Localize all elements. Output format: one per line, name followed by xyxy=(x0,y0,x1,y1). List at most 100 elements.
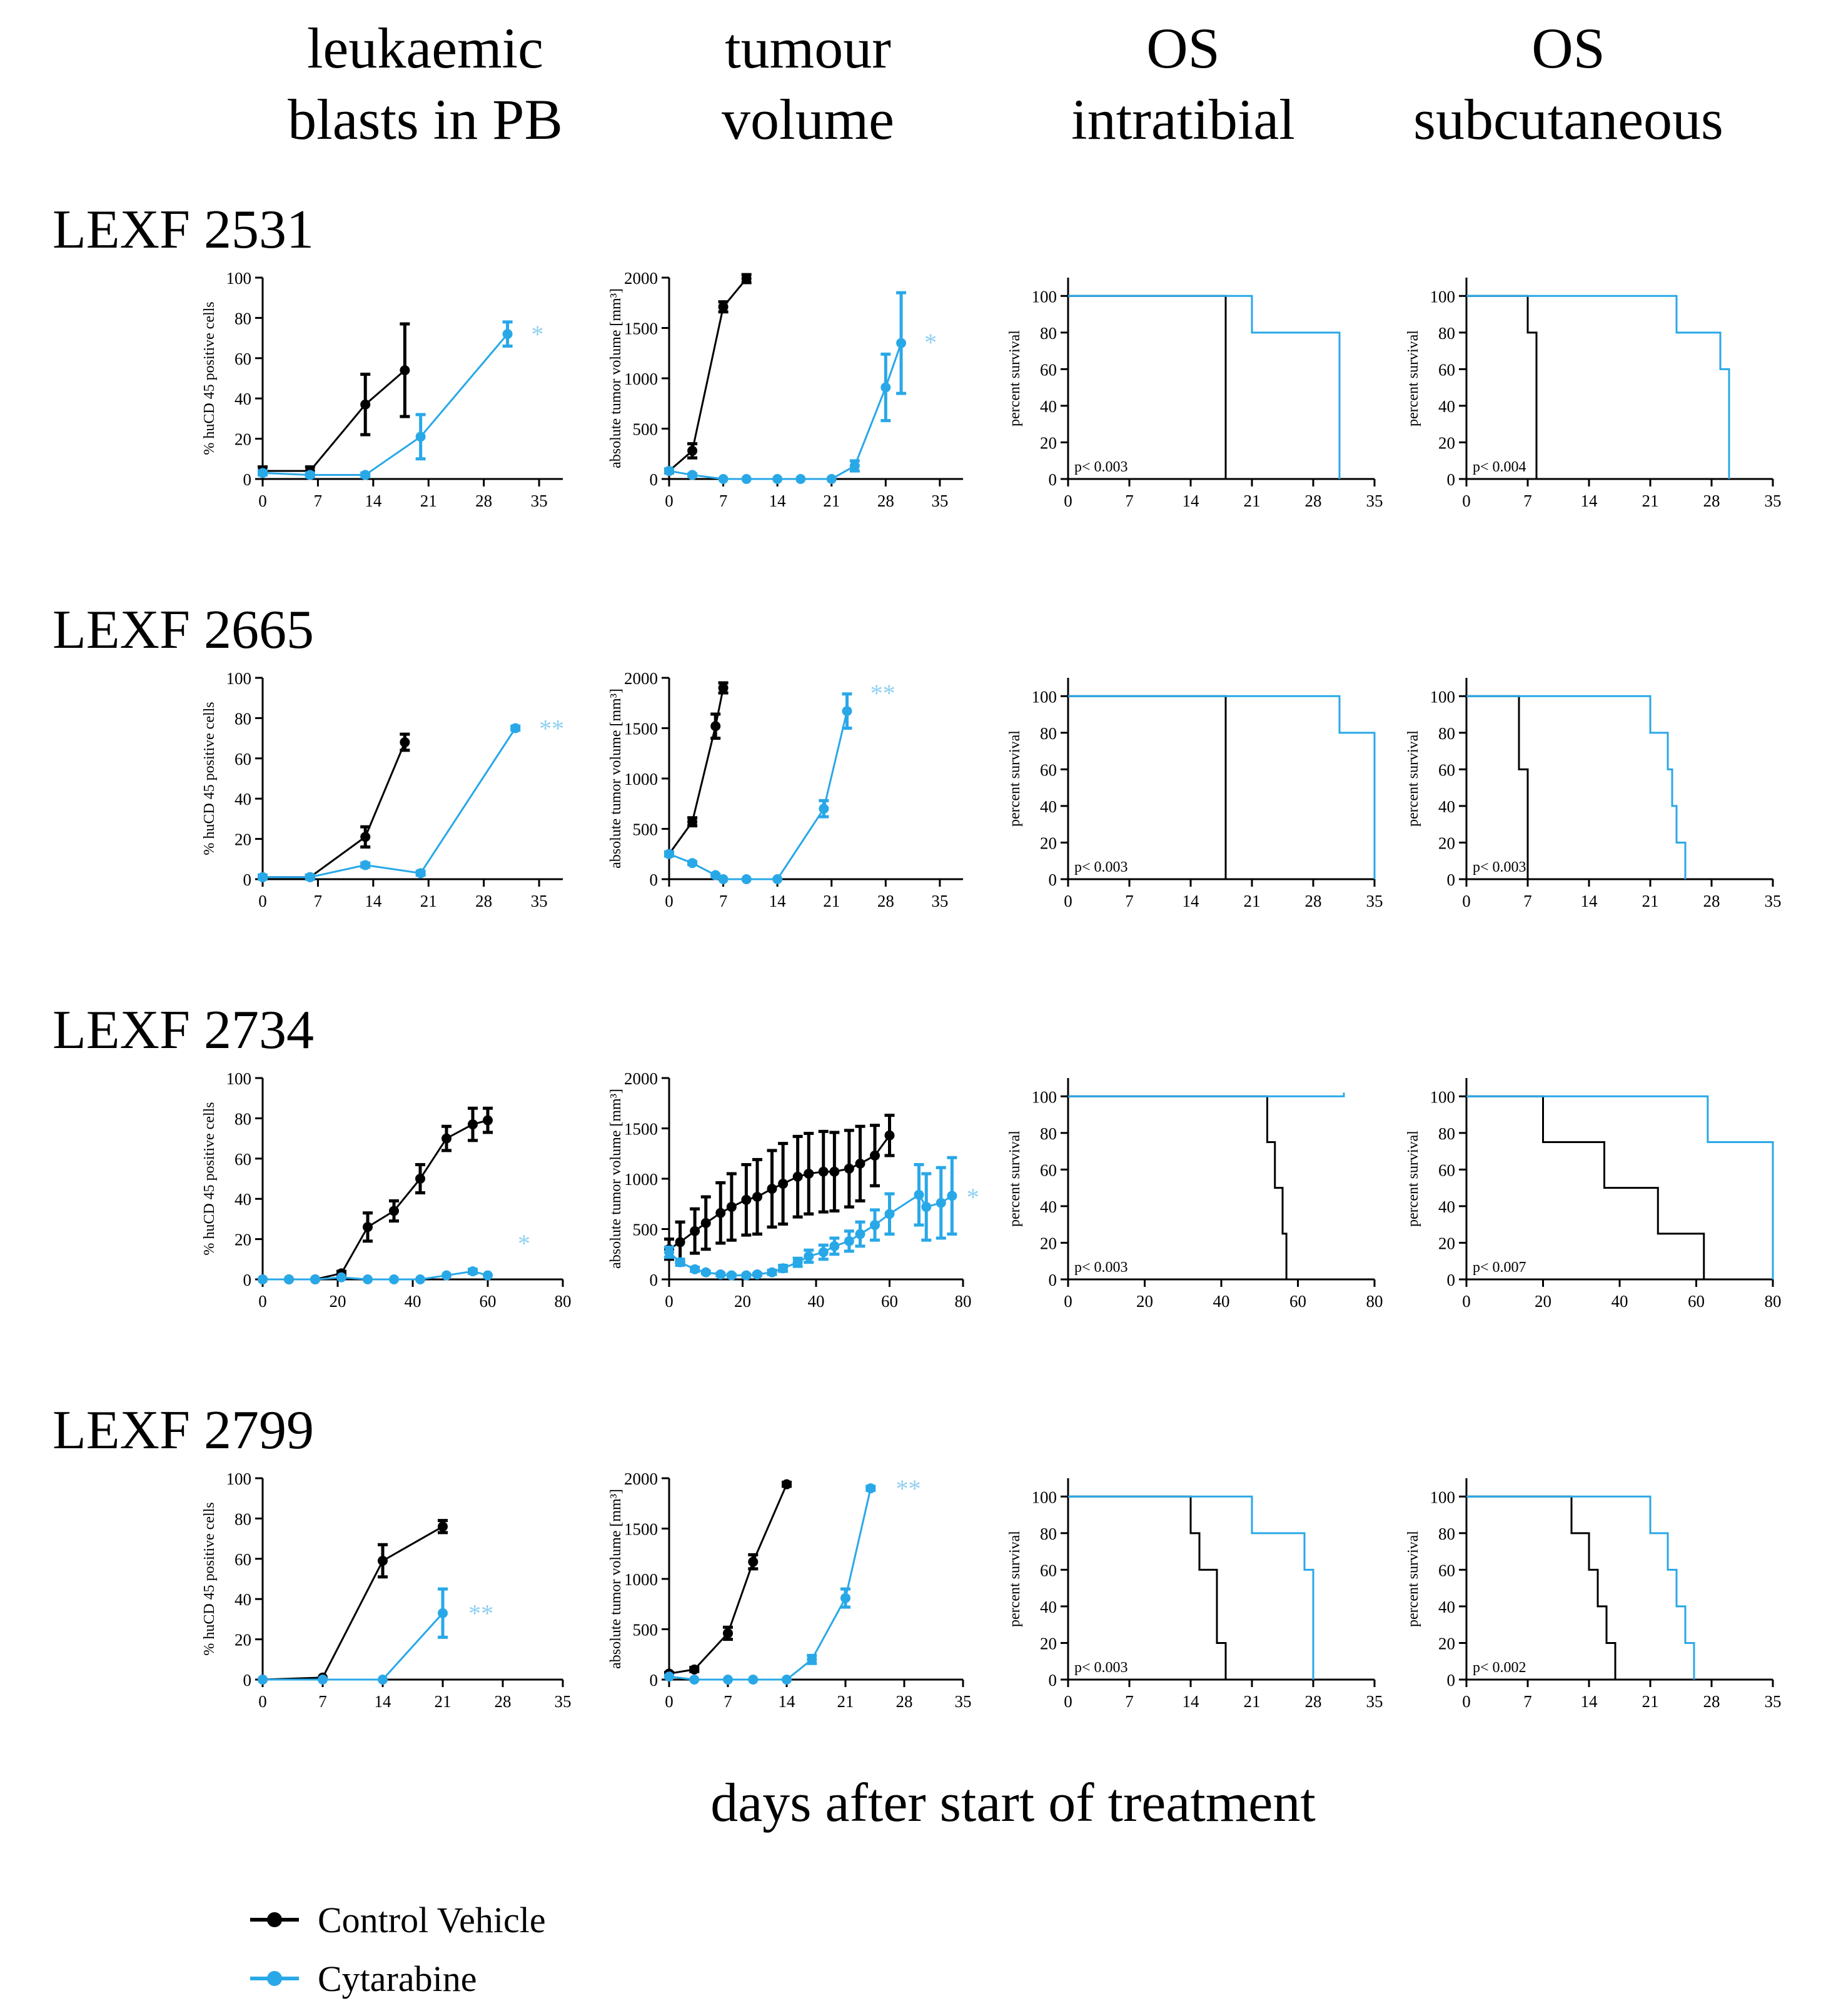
y-axis-label: absolute tumor volume [mm³] xyxy=(608,1489,624,1669)
y-tick-label: 2000 xyxy=(624,669,658,688)
column-header-3-line-1: OS xyxy=(1146,16,1220,80)
y-axis-label: percent survival xyxy=(1007,730,1023,827)
y-tick-label: 2000 xyxy=(624,1069,658,1088)
data-point xyxy=(700,1217,711,1228)
x-tick-label: 14 xyxy=(365,892,382,910)
series-line-cytarabine xyxy=(262,333,508,476)
y-axis-label: % huCD 45 positive cells xyxy=(201,1102,218,1255)
x-tick-label: 28 xyxy=(1703,892,1720,910)
data-point xyxy=(752,1191,762,1202)
x-tick-label: 28 xyxy=(1703,1692,1720,1711)
data-point xyxy=(675,1237,685,1247)
data-point xyxy=(438,1608,448,1618)
x-tick-label: 60 xyxy=(480,1292,497,1311)
panel-r1c1: 0 500 1000 1500 2000 0 7 14 21 28 35 absolute tumor… xyxy=(608,669,963,910)
series-line-control-vehicle xyxy=(668,687,725,855)
series-cytarabine xyxy=(1466,1095,1774,1279)
series-cytarabine xyxy=(1068,295,1341,479)
data-point xyxy=(258,468,268,478)
y-tick-label: 0 xyxy=(1049,1671,1057,1690)
y-tick-label: 40 xyxy=(235,390,251,408)
data-point xyxy=(752,1269,762,1279)
p-value: p< 0.002 xyxy=(1473,1660,1526,1676)
y-tick-label: 100 xyxy=(226,1469,252,1488)
survival-curve-control-vehicle xyxy=(1068,295,1227,479)
legend-marker-control xyxy=(267,1912,282,1927)
x-tick-label: 7 xyxy=(318,1692,327,1711)
row-label-1: LEXF 2531 xyxy=(53,199,314,260)
x-tick-label: 0 xyxy=(665,1292,673,1311)
panel-r3c0: 0 20 40 60 80 100 0 7 14 21 28 35 % huCD 45 positive… xyxy=(201,1469,572,1711)
x-tick-label: 0 xyxy=(665,1692,673,1711)
data-point xyxy=(360,470,371,480)
data-point xyxy=(718,683,729,693)
data-point xyxy=(772,874,783,884)
y-axis-label: percent survival xyxy=(1405,330,1421,426)
x-tick-label: 7 xyxy=(724,1692,732,1711)
y-tick-label: 0 xyxy=(1447,470,1456,489)
x-tick-label: 0 xyxy=(1462,491,1471,510)
data-point xyxy=(865,1483,876,1494)
x-tick-label: 35 xyxy=(931,491,948,510)
x-tick-label: 0 xyxy=(1462,892,1471,910)
data-point xyxy=(715,1207,726,1218)
data-point xyxy=(360,399,371,410)
legend-marker-cytarabine xyxy=(267,1971,282,1986)
x-tick-label: 35 xyxy=(555,1692,572,1711)
survival-curve-cytarabine xyxy=(1068,695,1376,879)
data-point xyxy=(389,1206,399,1216)
data-point xyxy=(818,1247,829,1257)
row-label-3: LEXF 2734 xyxy=(53,1000,314,1061)
y-tick-label: 0 xyxy=(1049,1271,1057,1289)
x-tick-label: 60 xyxy=(1688,1292,1705,1311)
x-tick-label: 0 xyxy=(1462,1292,1471,1311)
panel-r3c3: 0 20 40 60 80 100 0 7 14 21 28 35 percent survival p<… xyxy=(1405,1478,1782,1711)
x-tick-label: 0 xyxy=(665,491,673,510)
data-point xyxy=(792,1171,803,1182)
data-point xyxy=(689,1675,700,1685)
x-tick-label: 80 xyxy=(1366,1292,1383,1311)
data-point xyxy=(884,1209,895,1219)
y-tick-label: 100 xyxy=(226,669,252,688)
series-line-control-vehicle xyxy=(668,1484,788,1675)
x-tick-label: 21 xyxy=(1642,491,1659,510)
y-tick-label: 80 xyxy=(1438,1525,1455,1543)
y-tick-label: 20 xyxy=(1040,834,1057,852)
series-control-vehicle xyxy=(1466,695,1529,879)
series-cytarabine xyxy=(1466,295,1730,479)
y-tick-label: 60 xyxy=(1438,1161,1455,1179)
y-tick-label: 20 xyxy=(1040,1234,1057,1252)
survival-curve-control-vehicle xyxy=(1068,1095,1291,1281)
y-axis-label: percent survival xyxy=(1405,730,1421,827)
x-tick-label: 14 xyxy=(769,892,787,910)
data-point xyxy=(687,817,698,827)
y-tick-label: 40 xyxy=(1438,1197,1455,1216)
y-tick-label: 40 xyxy=(1040,1197,1057,1216)
y-tick-label: 0 xyxy=(650,1271,658,1289)
data-point xyxy=(741,874,752,884)
y-tick-label: 100 xyxy=(1430,1087,1456,1106)
y-tick-label: 0 xyxy=(1447,870,1456,889)
data-point xyxy=(726,1202,737,1212)
y-tick-label: 100 xyxy=(1032,287,1057,306)
series-line-control-vehicle xyxy=(263,1119,488,1281)
y-tick-label: 80 xyxy=(235,1509,251,1528)
y-tick-label: 80 xyxy=(235,709,251,728)
x-tick-label: 7 xyxy=(1523,1692,1532,1711)
x-tick-label: 35 xyxy=(1366,1692,1383,1711)
data-point xyxy=(310,1274,320,1284)
y-axis-label: absolute tumor volume [mm³] xyxy=(608,688,624,869)
x-tick-label: 35 xyxy=(1366,892,1383,910)
panel-r2c1: 0 500 1000 1500 2000 0 20 40 60 80 absolute tumor … xyxy=(608,1069,979,1311)
y-tick-label: 500 xyxy=(633,820,658,839)
y-tick-label: 40 xyxy=(1438,397,1455,416)
data-point xyxy=(795,474,806,484)
x-tick-label: 35 xyxy=(1366,491,1383,510)
y-tick-label: 2000 xyxy=(624,269,658,288)
y-tick-label: 80 xyxy=(1040,1525,1057,1543)
x-tick-label: 14 xyxy=(1581,1692,1598,1711)
data-point xyxy=(258,1274,268,1284)
series-control-vehicle xyxy=(1068,1095,1291,1281)
data-point xyxy=(710,721,721,732)
series-control-vehicle xyxy=(1466,295,1538,479)
